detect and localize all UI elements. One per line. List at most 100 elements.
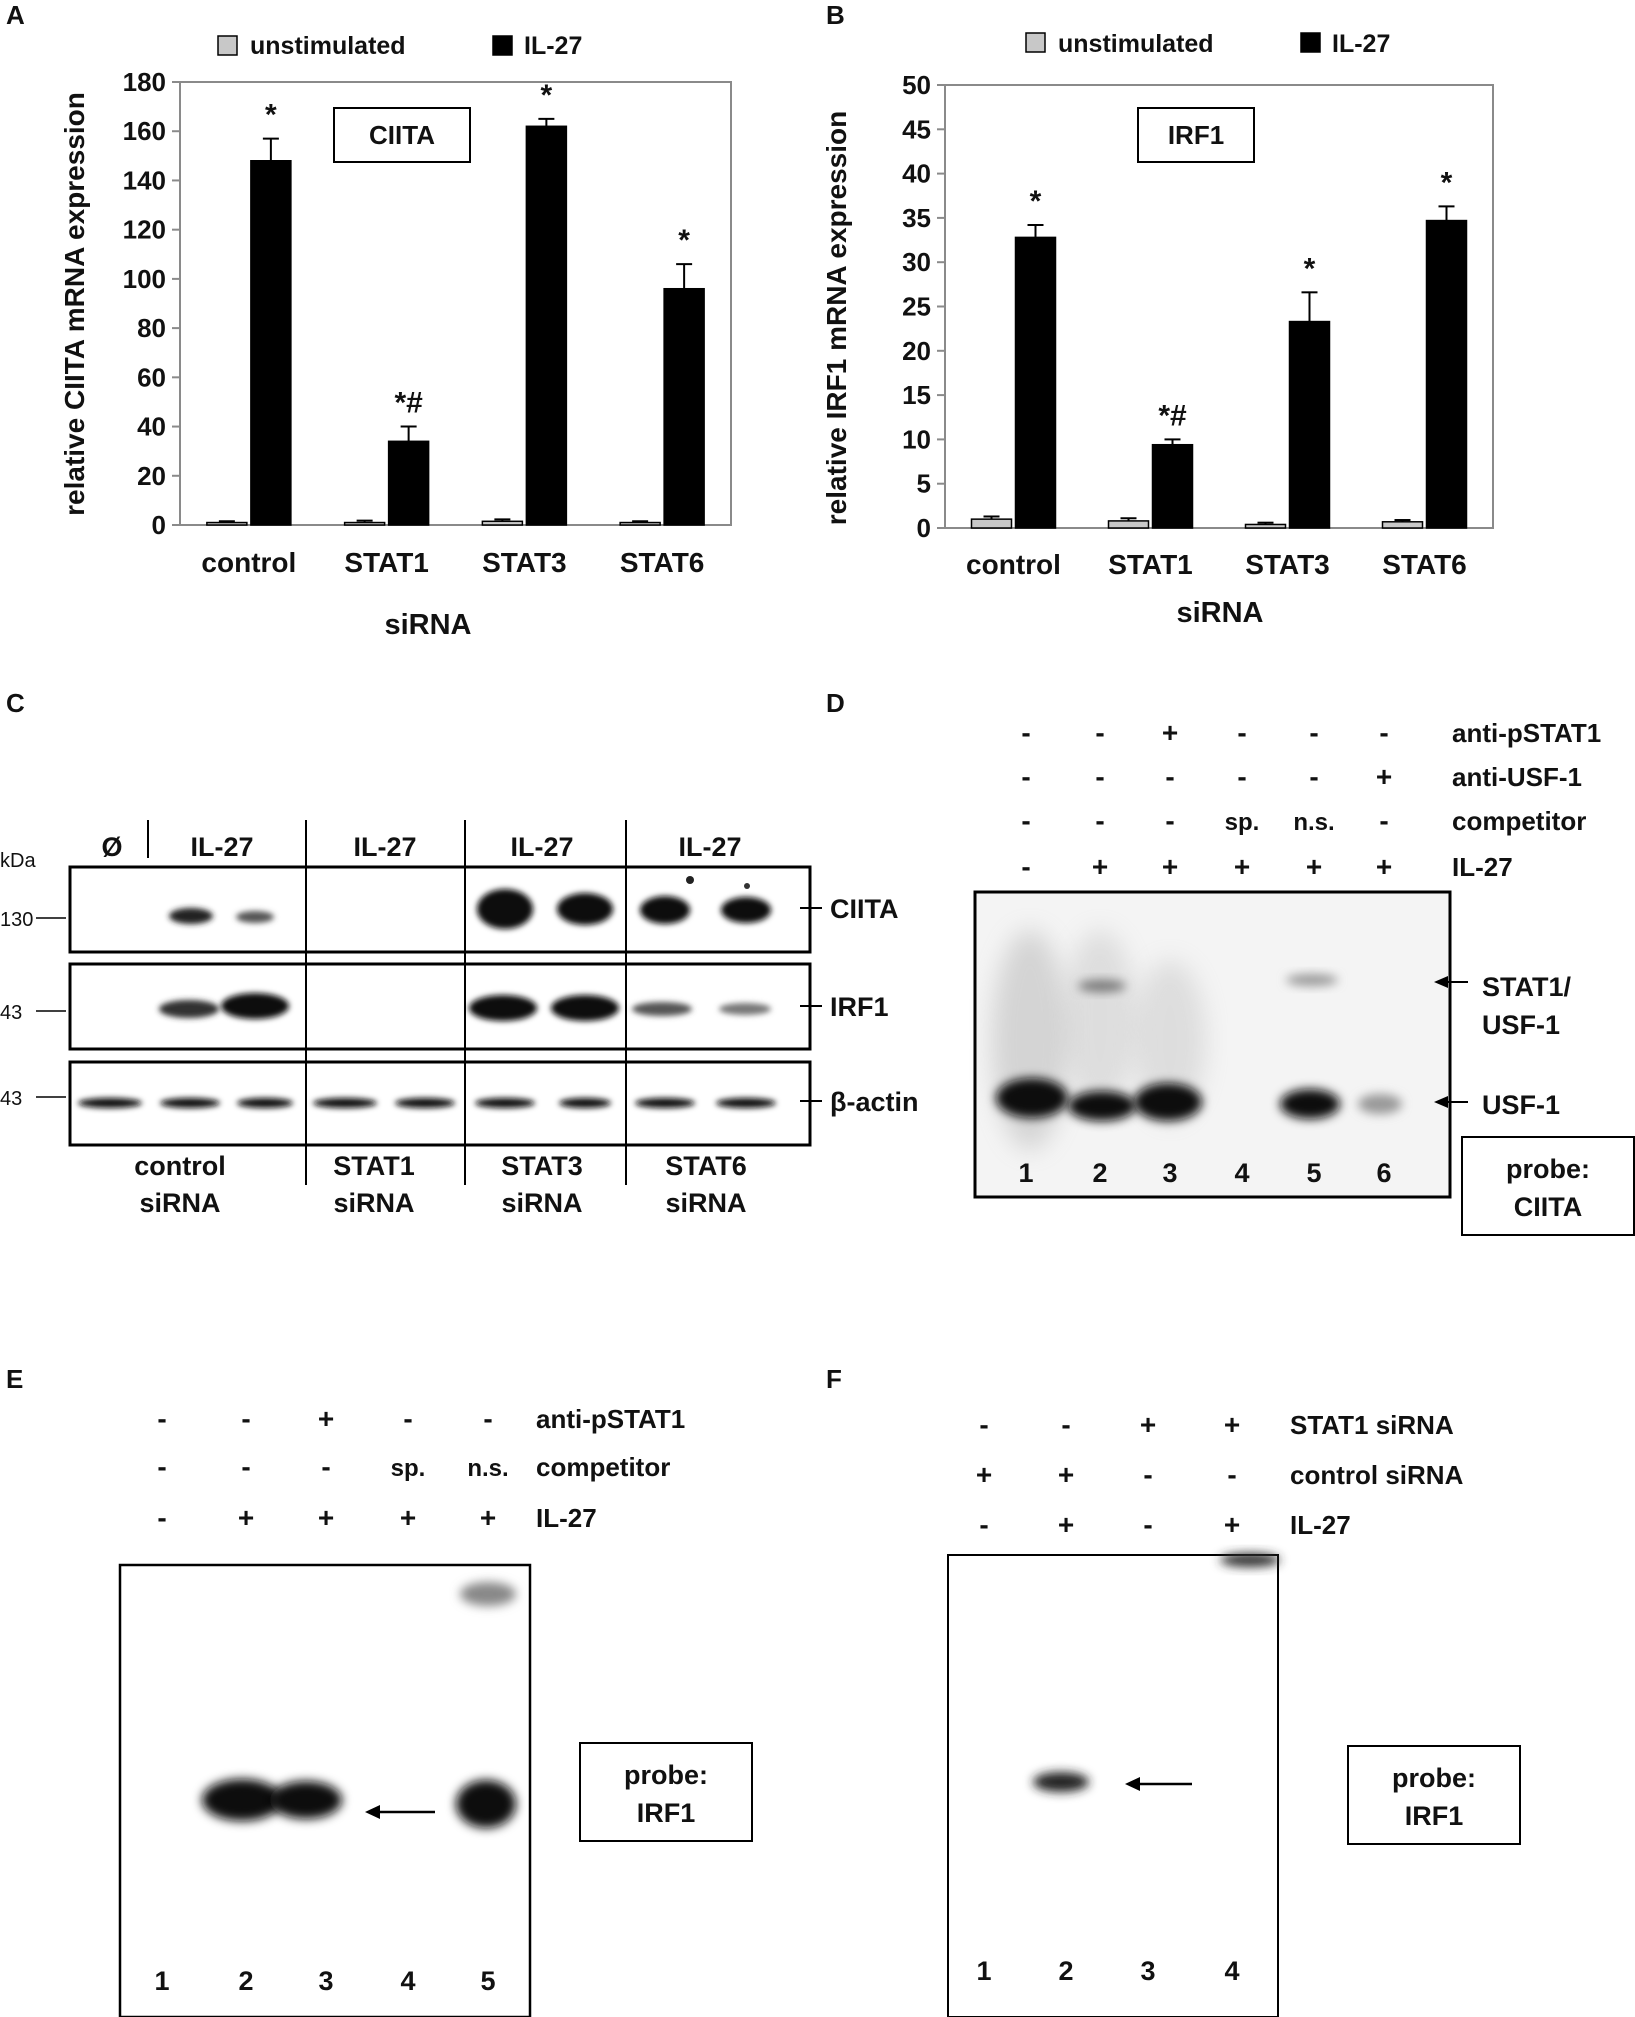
gel-f-probe-l2: IRF1 — [1405, 1801, 1464, 1831]
ytick-label: 160 — [123, 116, 166, 146]
gel-d-arrow-upper-label-l2: USF-1 — [1482, 1010, 1560, 1040]
bar-unstimulated — [343, 521, 386, 526]
gel-d-probe-l2: CIITA — [1514, 1192, 1583, 1222]
chart-b-legend-il27: IL-27 — [1332, 30, 1390, 58]
condition-cell: - — [1227, 1459, 1236, 1490]
gel-e-bands — [202, 1582, 516, 1828]
band — [159, 1000, 219, 1018]
condition-cell: - — [241, 1403, 250, 1434]
band — [477, 889, 533, 929]
condition-cell: + — [1162, 717, 1178, 748]
condition-cell: - — [1143, 1509, 1152, 1540]
band — [557, 893, 613, 925]
blot-c-group-stat6-l2: siRNA — [665, 1188, 746, 1218]
bar-unstimulated — [619, 521, 661, 526]
bar-unstimulated — [206, 521, 248, 526]
lane-number: 6 — [1376, 1158, 1391, 1188]
condition-cell: + — [238, 1502, 254, 1533]
bar-unstimulated — [1107, 520, 1150, 529]
lane-number: 2 — [238, 1966, 253, 1996]
condition-cell: + — [1224, 1409, 1240, 1440]
gel-e-arrow-head — [365, 1805, 380, 1819]
band — [469, 995, 537, 1021]
chart-a-box-label: CIITA — [369, 120, 435, 150]
gel-d-lane-numbers: 1 2 3 4 5 6 — [1018, 1158, 1391, 1188]
band — [202, 1779, 282, 1821]
gel-f-lane-numbers: 1 2 3 4 — [976, 1956, 1239, 1986]
chart-a-legend-swatch-il27 — [492, 35, 513, 56]
band — [1068, 1091, 1136, 1121]
band-spot — [744, 883, 750, 889]
condition-cell: + — [1234, 851, 1250, 882]
condition-cell: + — [976, 1459, 992, 1490]
chart-b-bars: * *# * * — [970, 166, 1468, 529]
chart-b-ylabel: relative IRF1 mRNA expression — [821, 111, 852, 525]
blot-c-kda-label: kDa — [0, 850, 36, 872]
chart-a: unstimulated IL-27 CIITA relative CIITA … — [59, 32, 732, 641]
significance-marker: * — [1304, 252, 1316, 285]
gel-d-probe-box — [1461, 1136, 1635, 1236]
band — [559, 1098, 611, 1108]
condition-cell: - — [1165, 805, 1174, 836]
band — [996, 1078, 1068, 1118]
band — [640, 896, 690, 924]
chart-a-legend-il27: IL-27 — [524, 32, 582, 60]
ytick-label: 180 — [123, 67, 166, 97]
condition-cell: + — [1224, 1509, 1240, 1540]
band-upper — [1078, 980, 1126, 992]
chart-b: unstimulated IL-27 IRF1 relative IRF1 mR… — [821, 30, 1494, 629]
gel-e: - - + - - anti-pSTAT1 - - - sp. n.s. competitor - + + +… — [118, 1403, 753, 2017]
chart-b-categories: control STAT1 STAT3 STAT6 — [966, 549, 1467, 580]
condition-cell: - — [483, 1403, 492, 1434]
bar-unstimulated — [481, 520, 524, 526]
chart-a-legend-unstimulated: unstimulated — [250, 32, 406, 60]
chart-b-legend-unstimulated: unstimulated — [1058, 30, 1214, 58]
condition-cell: + — [480, 1502, 496, 1533]
blot-c-protein-actin: β-actin — [830, 1087, 919, 1117]
blot-c-group-stat6-l1: STAT6 — [665, 1151, 747, 1181]
significance-marker: * — [541, 79, 553, 112]
band — [236, 911, 274, 923]
chart-a-yticks: 0 20 40 60 80 100 120 140 160 180 — [123, 67, 180, 540]
band — [1280, 1089, 1340, 1119]
condition-cell: sp. — [391, 1455, 426, 1482]
significance-marker: * — [265, 99, 277, 132]
condition-cell: + — [1162, 851, 1178, 882]
category-label: STAT6 — [620, 547, 705, 578]
band — [456, 1780, 516, 1828]
category-label: control — [966, 549, 1061, 580]
condition-label: anti-USF-1 — [1452, 762, 1582, 792]
panel-label-c: C — [6, 688, 25, 718]
blot-c-protein-irf1: IRF1 — [830, 992, 889, 1022]
ytick-label: 20 — [137, 461, 166, 491]
band — [632, 1002, 692, 1016]
blot-c-lane-header-0: Ø — [101, 832, 122, 862]
bar-il27 — [525, 125, 568, 526]
gel-d-bands — [992, 930, 1402, 1150]
ytick-label: 0 — [152, 510, 166, 540]
ytick-label: 10 — [902, 424, 931, 454]
condition-cell: + — [400, 1502, 416, 1533]
condition-cell: - — [1021, 761, 1030, 792]
category-label: STAT6 — [1382, 549, 1467, 580]
panel-label-a: A — [6, 0, 25, 30]
condition-label: anti-pSTAT1 — [536, 1404, 685, 1434]
bar-il27 — [663, 287, 705, 526]
category-label: control — [201, 547, 296, 578]
gel-e-probe-l2: IRF1 — [637, 1798, 696, 1828]
band — [1033, 1772, 1089, 1792]
panel-label-b: B — [826, 0, 845, 30]
condition-cell: - — [321, 1451, 330, 1482]
gel-f-condition-rows: - - + + STAT1 siRNA + + - - control siRNA - + - + IL-2… — [976, 1409, 1464, 1540]
condition-cell: - — [241, 1451, 250, 1482]
band-upper — [1286, 974, 1338, 986]
smear — [1064, 930, 1136, 1110]
condition-cell: + — [1376, 851, 1392, 882]
gel-d-arrow-lower-head — [1434, 1096, 1448, 1108]
ytick-label: 5 — [917, 469, 931, 499]
blot-c-group-control-l2: siRNA — [139, 1188, 220, 1218]
category-label: STAT1 — [344, 547, 429, 578]
ytick-label: 35 — [902, 203, 931, 233]
gel-f: - - + + STAT1 siRNA + + - - control siRNA - + - + IL-2… — [947, 1409, 1521, 2017]
